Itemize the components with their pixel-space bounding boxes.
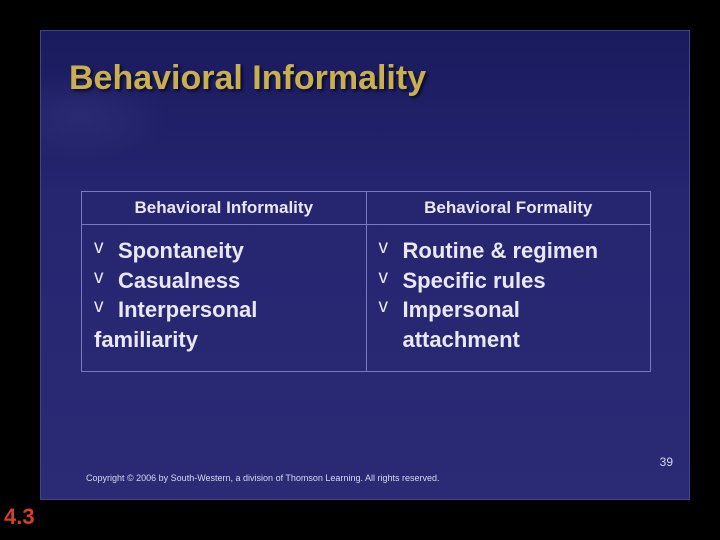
bullet-label: Casualness — [118, 267, 240, 295]
bullet-icon: v — [94, 296, 108, 318]
bullet-label: Interpersonal — [118, 296, 257, 324]
bullet-label: Impersonal — [403, 296, 520, 324]
comparison-table: Behavioral Informality Behavioral Formal… — [81, 191, 651, 372]
table-header-right: Behavioral Formality — [367, 191, 652, 225]
page-number: 39 — [660, 455, 673, 469]
bullet-icon: v — [94, 237, 108, 259]
bullet-icon: v — [94, 267, 108, 289]
bullet-icon: v — [379, 237, 393, 259]
bullet-label: Specific rules — [403, 267, 546, 295]
list-item: v Interpersonal — [90, 296, 358, 324]
slide: Behavioral Informality Behavioral Inform… — [40, 30, 690, 500]
list-item: v Casualness — [90, 267, 358, 295]
slide-title: Behavioral Informality — [69, 59, 426, 98]
table-cell-right: v Routine & regimen v Specific rules v I… — [367, 225, 652, 372]
bullet-icon: v — [379, 296, 393, 318]
table-body-row: v Spontaneity v Casualness v Interperson… — [81, 225, 651, 372]
table-header-row: Behavioral Informality Behavioral Formal… — [81, 191, 651, 225]
bullet-label: Spontaneity — [118, 237, 244, 265]
list-item: v Routine & regimen — [375, 237, 643, 265]
table-header-left: Behavioral Informality — [81, 191, 367, 225]
bullet-continuation: attachment — [403, 326, 643, 354]
copyright-text: Copyright © 2006 by South-Western, a div… — [86, 473, 439, 483]
bullet-continuation: familiarity — [94, 326, 358, 354]
list-item: v Impersonal — [375, 296, 643, 324]
table-cell-left: v Spontaneity v Casualness v Interperson… — [81, 225, 367, 372]
section-number: 4.3 — [4, 504, 35, 530]
bullet-label: Routine & regimen — [403, 237, 599, 265]
list-item: v Specific rules — [375, 267, 643, 295]
bullet-icon: v — [379, 267, 393, 289]
list-item: v Spontaneity — [90, 237, 358, 265]
